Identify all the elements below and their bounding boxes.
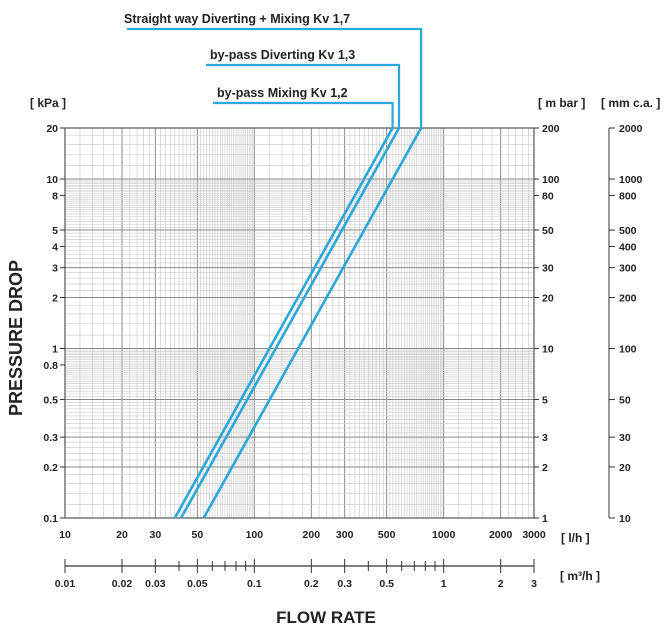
- m3h-tick-label: 1: [441, 578, 447, 590]
- plot-frame: [64, 127, 535, 519]
- mbar-tick-label: 2: [542, 462, 548, 474]
- x-tick-label: 50: [191, 529, 203, 541]
- mmca-tick-label: 400: [619, 241, 637, 253]
- y-tick-label: 10: [46, 174, 58, 186]
- mbar-tick-label: 50: [542, 225, 554, 237]
- mbar-tick-label: 30: [542, 263, 554, 275]
- y-tick-label: 5: [52, 225, 58, 237]
- y-tick-label: 0.8: [43, 360, 58, 372]
- series-line-2: [173, 127, 394, 519]
- mmca-tick-label: 10: [619, 513, 631, 525]
- m3h-tick-label: 0.05: [187, 578, 208, 590]
- plot-border: [64, 127, 535, 519]
- x-tick-label: 10: [59, 529, 71, 541]
- m3h-tick-label: 0.1: [247, 578, 262, 590]
- m3h-tick-label: 2: [498, 578, 504, 590]
- mbar-tick-label: 3: [542, 432, 548, 444]
- y-tick-label: 0.1: [43, 513, 58, 525]
- mmca-tick-label: 800: [619, 190, 637, 202]
- legend-leader-0: [127, 27, 423, 128]
- y-axis-title: PRESSURE DROP: [6, 260, 26, 416]
- y-tick-label: 0.3: [43, 432, 58, 444]
- m3h-tick-label: 0.01: [55, 578, 76, 590]
- mmca-tick-label: 100: [619, 344, 637, 356]
- mbar-axis-unit: [ m bar ]: [538, 96, 585, 110]
- mbar-tick-label: 10: [542, 344, 554, 356]
- x-tick-label: 100: [246, 529, 264, 541]
- mmca-tick-label: 300: [619, 263, 637, 275]
- y-tick-label: 0.2: [43, 462, 58, 474]
- mmca-tick-label: 1000: [619, 174, 643, 186]
- y-tick-label: 8: [52, 190, 58, 202]
- x-tick-label: 2000: [489, 529, 513, 541]
- legend-leader-1: [206, 63, 401, 128]
- legend-leader-2: [213, 101, 394, 128]
- bottom-axis-unit: [ l/h ]: [561, 531, 590, 545]
- mbar-tick-label: 80: [542, 190, 554, 202]
- mmca-tick-label: 2000: [619, 123, 643, 135]
- x-tick-label: 1000: [432, 529, 456, 541]
- y-tick-label: 20: [46, 123, 58, 135]
- m3h-tick-label: 3: [531, 578, 537, 590]
- mmca-tick-label: 500: [619, 225, 637, 237]
- mmca-tick-label: 20: [619, 462, 631, 474]
- mbar-tick-label: 100: [542, 174, 560, 186]
- series-line-0: [202, 127, 423, 519]
- secondary-bottom-axis-unit: [ m³/h ]: [560, 569, 600, 583]
- mbar-tick-label: 5: [542, 395, 548, 407]
- m3h-tick-label: 0.03: [145, 578, 166, 590]
- legend-label-2: by-pass Mixing Kv 1,2: [217, 86, 348, 100]
- x-tick-label: 500: [378, 529, 396, 541]
- y-tick-label: 3: [52, 263, 58, 275]
- series-line-1: [179, 127, 401, 519]
- y-tick-label: 1: [52, 344, 58, 356]
- x-tick-label: 3000: [522, 529, 546, 541]
- m3h-tick-label: 0.3: [337, 578, 352, 590]
- x-tick-label: 300: [336, 529, 354, 541]
- y-tick-label: 4: [52, 241, 58, 253]
- y-tick-label: 2: [52, 292, 58, 304]
- m3h-tick-label: 0.5: [379, 578, 394, 590]
- mmca-tick-label: 50: [619, 395, 631, 407]
- y-tick-label: 0.5: [43, 395, 58, 407]
- x-tick-label: 200: [303, 529, 321, 541]
- legend: Straight way Diverting + Mixing Kv 1,7 by…: [124, 12, 423, 128]
- x-tick-label: 30: [149, 529, 161, 541]
- left-axis-unit: [ kPa ]: [30, 96, 66, 110]
- mmca-axis-unit: [ mm c.a. ]: [601, 96, 660, 110]
- axis-ticks: 0.1 0.2 0.3 0.5 0.8 1 2 3 4 5 8 10 20 1 2 3 5 10 20 30 50 80 1…: [43, 123, 642, 590]
- mbar-tick-label: 1: [542, 513, 548, 525]
- x-axis-title: FLOW RATE: [276, 608, 376, 627]
- series-lines: [173, 127, 423, 519]
- m3h-tick-label: 0.2: [304, 578, 319, 590]
- mmca-tick-label: 30: [619, 432, 631, 444]
- mmca-tick-label: 200: [619, 292, 637, 304]
- legend-label-0: Straight way Diverting + Mixing Kv 1,7: [124, 12, 350, 26]
- mbar-tick-label: 20: [542, 292, 554, 304]
- chart-grid: [64, 127, 535, 519]
- mbar-tick-label: 200: [542, 123, 560, 135]
- x-tick-label: 20: [116, 529, 128, 541]
- legend-label-1: by-pass Diverting Kv 1,3: [210, 48, 355, 62]
- m3h-tick-label: 0.02: [112, 578, 133, 590]
